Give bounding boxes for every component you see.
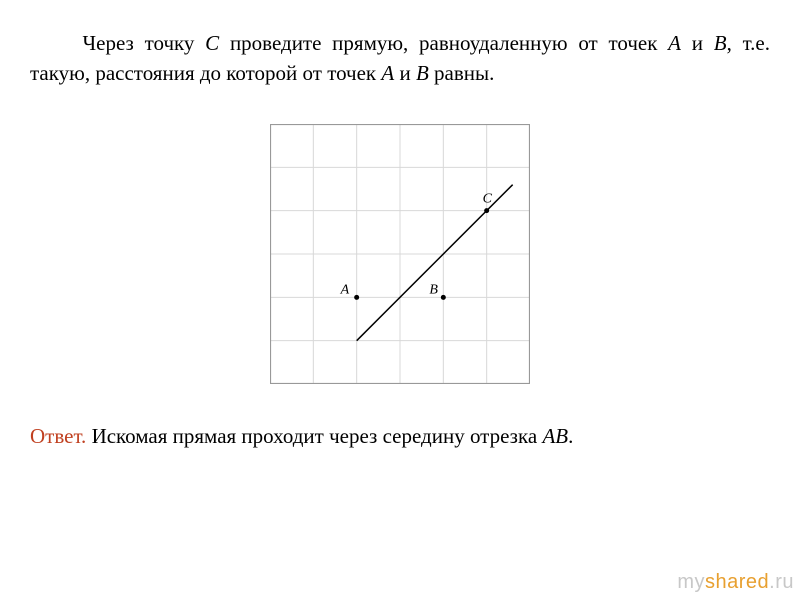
segment-ab: AB	[542, 424, 568, 448]
svg-text:B: B	[429, 282, 438, 297]
txt: проведите прямую, равноудаленную от точе…	[219, 31, 668, 55]
svg-text:C: C	[483, 192, 493, 207]
geometry-diagram: A B C	[270, 124, 530, 384]
watermark-accent: shared	[705, 571, 769, 593]
point-a: A	[668, 31, 681, 55]
diagram-container: A B C	[30, 124, 770, 384]
watermark-suffix: .ru	[769, 571, 794, 593]
txt: Через точку	[83, 31, 206, 55]
txt: и	[681, 31, 714, 55]
problem-statement: Через точку C проведите прямую, равноуда…	[30, 28, 770, 89]
watermark-prefix: my	[677, 571, 705, 593]
point-c: C	[205, 31, 219, 55]
txt: и	[394, 61, 416, 85]
point-b: B	[416, 61, 429, 85]
answer-text: .	[568, 424, 573, 448]
txt: равны.	[429, 61, 495, 85]
point-a: A	[381, 61, 394, 85]
watermark: myshared.ru	[677, 571, 794, 594]
answer-block: Ответ. Искомая прямая проходит через сер…	[0, 424, 800, 449]
point-b: B	[714, 31, 727, 55]
answer-text: Искомая прямая проходит через середину о…	[86, 424, 542, 448]
answer-label: Ответ.	[30, 424, 86, 448]
svg-text:A: A	[340, 282, 350, 297]
